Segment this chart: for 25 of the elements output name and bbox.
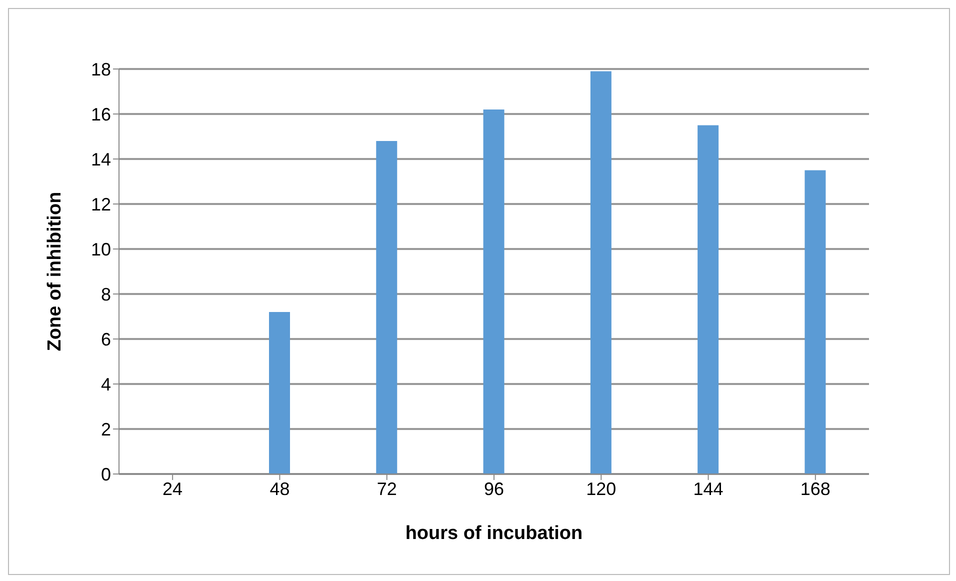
bar [698,125,719,474]
y-tick-label: 0 [100,464,111,484]
y-tick-label: 12 [90,194,111,214]
y-tick-label: 18 [90,59,111,80]
x-tick-label: 72 [376,478,397,499]
y-tick-label: 8 [100,284,111,304]
x-tick-label: 168 [800,478,830,499]
x-tick-label: 144 [693,478,724,499]
x-axis-title: hours of incubation [405,523,583,544]
x-tick-label: 96 [484,478,504,499]
y-tick-label: 16 [90,104,111,124]
y-tick-label: 4 [100,374,111,394]
bar [590,71,612,474]
y-tick-label: 6 [100,329,111,350]
y-tick-label: 2 [100,419,111,440]
y-axis-title: Zone of inhibition [44,192,66,352]
y-tick-label: 10 [90,239,111,260]
x-tick-label: 120 [586,478,616,499]
bar [269,312,290,474]
x-tick-label: 24 [162,478,183,499]
bar [483,110,504,474]
y-tick-label: 14 [90,149,111,170]
x-tick-label: 48 [270,478,290,499]
bar [376,141,398,474]
bar [804,170,826,474]
